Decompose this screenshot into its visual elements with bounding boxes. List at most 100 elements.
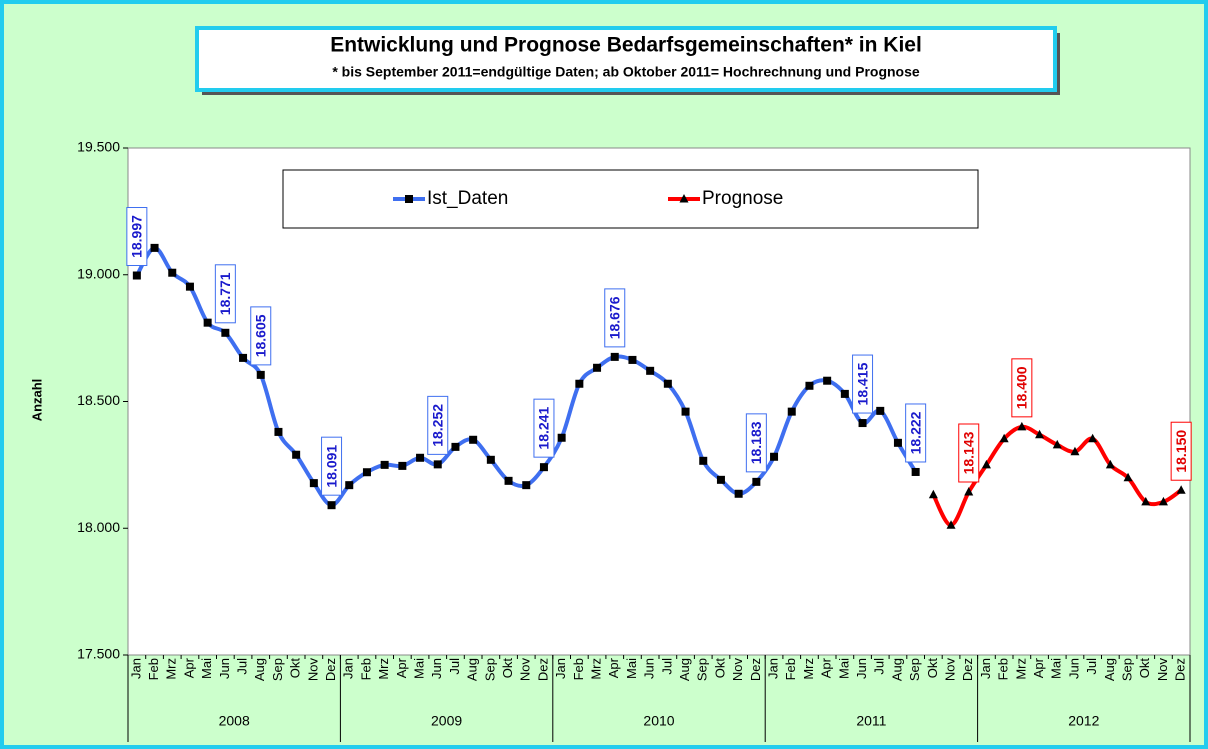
data-label-text: 18.400 <box>1014 366 1030 409</box>
y-axis-title: Anzahl <box>29 379 44 422</box>
data-label-text: 18.252 <box>429 404 445 447</box>
marker <box>327 501 336 510</box>
marker <box>1017 421 1027 431</box>
marker <box>805 381 814 390</box>
marker <box>539 463 548 472</box>
x-tick-label: Jul <box>1084 658 1099 675</box>
x-tick-label: Feb <box>996 658 1011 680</box>
legend <box>282 169 979 229</box>
year-label: 2010 <box>643 713 674 729</box>
x-tick-label: Mai <box>1049 658 1064 679</box>
data-label-text: 18.150 <box>1173 430 1189 473</box>
data-label: 18.771 <box>214 264 236 324</box>
marker <box>628 355 637 364</box>
x-tick-label: Nov <box>1155 658 1170 682</box>
marker <box>679 194 689 203</box>
marker <box>486 455 495 464</box>
x-tick-label: Jun <box>642 658 657 679</box>
marker <box>610 352 619 361</box>
marker <box>964 486 974 496</box>
data-label-text: 18.143 <box>960 431 976 474</box>
marker <box>292 450 301 459</box>
x-tick-label: Okt <box>500 658 515 679</box>
data-label: 18.222 <box>905 403 927 463</box>
y-tick-label: 18.500 <box>77 392 120 408</box>
x-tick-label: Mrz <box>588 658 603 680</box>
x-tick-label: Sep <box>907 658 922 681</box>
data-label-text: 18.415 <box>854 362 870 405</box>
x-tick-label: Apr <box>394 657 409 678</box>
marker <box>168 268 177 277</box>
x-tick-label: Jun <box>429 658 444 679</box>
x-tick-label: Mrz <box>376 658 391 680</box>
marker <box>946 520 956 529</box>
x-tick-label: Jun <box>1066 658 1081 679</box>
data-label-box <box>321 436 343 496</box>
x-tick-label: Mrz <box>801 658 816 680</box>
x-tick-label: Mai <box>199 658 214 679</box>
marker <box>716 475 725 484</box>
marker <box>981 459 991 469</box>
data-label-box <box>1170 421 1192 481</box>
marker <box>185 282 194 291</box>
x-tick-label: Jun <box>217 658 232 679</box>
marker <box>646 366 655 375</box>
data-label: 18.091 <box>321 436 343 496</box>
x-tick-label: Dez <box>535 658 550 681</box>
data-label-box <box>958 423 980 483</box>
x-tick-label: Apr <box>181 657 196 678</box>
data-label-box <box>250 306 272 366</box>
x-tick-label: Dez <box>960 658 975 681</box>
x-tick-label: Jul <box>872 658 887 675</box>
x-tick-label: Okt <box>288 658 303 679</box>
data-label: 18.241 <box>533 398 555 458</box>
marker <box>451 442 460 451</box>
data-label-box <box>852 354 874 414</box>
x-tick-label: Jul <box>447 658 462 675</box>
marker <box>557 433 566 442</box>
marker <box>398 461 407 470</box>
marker <box>433 460 442 469</box>
x-tick-label: Mai <box>624 658 639 679</box>
x-tick-label: Jan <box>128 658 143 679</box>
x-tick-label: Jan <box>553 658 568 679</box>
marker <box>787 407 796 416</box>
x-tick-label: Jul <box>659 658 674 675</box>
data-label-text: 18.091 <box>323 445 339 488</box>
marker <box>380 460 389 469</box>
data-label-text: 18.771 <box>217 272 233 315</box>
data-label: 18.605 <box>250 306 272 366</box>
marker <box>150 243 159 252</box>
marker <box>840 389 849 398</box>
x-tick-label: Dez <box>323 658 338 681</box>
x-tick-label: Mai <box>411 658 426 679</box>
title-box <box>195 26 1057 92</box>
x-tick-label: Sep <box>270 658 285 681</box>
year-label: 2008 <box>219 713 250 729</box>
y-tick-label: 19.500 <box>77 139 120 155</box>
x-tick-label: Mrz <box>1013 658 1028 680</box>
marker <box>256 370 265 379</box>
marker <box>239 353 248 362</box>
marker <box>858 419 867 428</box>
x-tick-label: Apr <box>606 657 621 678</box>
legend-label: Prognose <box>702 188 783 209</box>
data-label: 18.183 <box>745 413 767 473</box>
x-tick-label: Sep <box>695 658 710 681</box>
x-tick-label: Nov <box>518 658 533 682</box>
marker <box>1176 485 1186 494</box>
data-label-box <box>745 413 767 473</box>
x-tick-label: Aug <box>677 658 692 681</box>
data-label-box <box>214 264 236 324</box>
y-tick-label: 17.500 <box>77 646 120 662</box>
x-tick-label: Aug <box>1102 658 1117 681</box>
marker <box>504 476 513 485</box>
x-tick-label: Dez <box>748 658 763 681</box>
x-tick-label: Sep <box>1119 658 1134 681</box>
marker <box>362 468 371 477</box>
x-tick-label: Mrz <box>164 658 179 680</box>
marker <box>405 195 413 203</box>
x-tick-label: Okt <box>1137 658 1152 679</box>
marker <box>274 427 283 436</box>
data-label: 18.252 <box>427 395 449 455</box>
